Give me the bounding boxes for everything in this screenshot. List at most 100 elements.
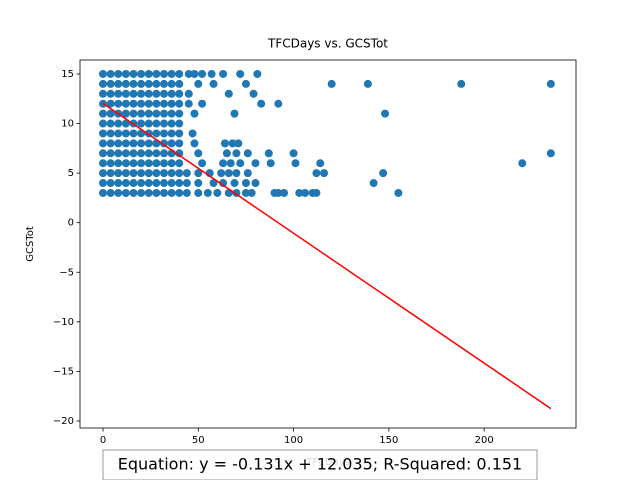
point xyxy=(144,179,153,188)
point xyxy=(320,169,329,178)
point xyxy=(203,188,212,197)
point xyxy=(152,188,161,197)
point xyxy=(99,69,108,78)
point xyxy=(198,69,207,78)
point xyxy=(106,79,115,88)
point xyxy=(144,139,153,148)
point xyxy=(114,119,123,128)
point xyxy=(121,89,130,98)
point xyxy=(144,188,153,197)
point xyxy=(241,188,250,197)
point xyxy=(99,79,108,88)
point xyxy=(129,159,138,168)
point xyxy=(152,129,161,138)
point xyxy=(106,169,115,178)
point xyxy=(381,109,390,118)
point xyxy=(253,69,262,78)
point xyxy=(316,159,325,168)
point xyxy=(114,79,123,88)
point xyxy=(144,69,153,78)
point xyxy=(236,69,245,78)
point xyxy=(167,169,176,178)
y-tick-label: 15 xyxy=(61,69,74,80)
point xyxy=(114,159,123,168)
point xyxy=(121,159,130,168)
point xyxy=(243,149,252,158)
point xyxy=(159,149,168,158)
point xyxy=(129,179,138,188)
point xyxy=(106,109,115,118)
point xyxy=(207,69,216,78)
point xyxy=(184,89,193,98)
point xyxy=(144,159,153,168)
point xyxy=(251,159,260,168)
point xyxy=(394,188,403,197)
point xyxy=(144,89,153,98)
point xyxy=(152,119,161,128)
point xyxy=(219,159,228,168)
point xyxy=(114,129,123,138)
point xyxy=(106,99,115,108)
point xyxy=(175,149,184,158)
point xyxy=(137,179,146,188)
point xyxy=(546,79,555,88)
point xyxy=(106,119,115,128)
point xyxy=(175,89,184,98)
point xyxy=(167,179,176,188)
point xyxy=(159,169,168,178)
point xyxy=(152,159,161,168)
point xyxy=(152,179,161,188)
point xyxy=(137,69,146,78)
point xyxy=(247,188,256,197)
point xyxy=(137,159,146,168)
point xyxy=(274,99,283,108)
y-tick-label: 10 xyxy=(61,119,74,130)
point xyxy=(167,89,176,98)
point xyxy=(159,129,168,138)
point xyxy=(194,179,203,188)
point xyxy=(369,179,378,188)
point xyxy=(106,129,115,138)
point xyxy=(114,179,123,188)
y-tick-label: −20 xyxy=(53,416,74,427)
point xyxy=(175,109,184,118)
point xyxy=(219,179,228,188)
point xyxy=(152,109,161,118)
point xyxy=(114,139,123,148)
point xyxy=(152,69,161,78)
fit-line xyxy=(102,102,552,410)
point xyxy=(121,99,130,108)
point xyxy=(190,69,199,78)
x-tick-label: 0 xyxy=(100,435,106,446)
point xyxy=(546,149,555,158)
point xyxy=(152,149,161,158)
point xyxy=(232,169,241,178)
point xyxy=(226,159,235,168)
point xyxy=(301,188,310,197)
y-axis-label: GCSTot xyxy=(25,226,36,262)
point xyxy=(129,69,138,78)
point xyxy=(236,159,245,168)
point xyxy=(129,139,138,148)
point xyxy=(213,188,222,197)
point xyxy=(129,169,138,178)
point xyxy=(198,159,207,168)
point xyxy=(167,188,176,197)
point xyxy=(129,149,138,158)
point xyxy=(129,188,138,197)
point xyxy=(219,69,228,78)
point xyxy=(99,119,108,128)
point xyxy=(129,109,138,118)
point xyxy=(224,89,233,98)
point xyxy=(99,109,108,118)
point xyxy=(159,69,168,78)
point xyxy=(121,129,130,138)
point xyxy=(175,179,184,188)
point xyxy=(121,188,130,197)
point xyxy=(232,149,241,158)
point xyxy=(137,188,146,197)
point xyxy=(137,169,146,178)
point xyxy=(152,99,161,108)
point xyxy=(99,188,108,197)
